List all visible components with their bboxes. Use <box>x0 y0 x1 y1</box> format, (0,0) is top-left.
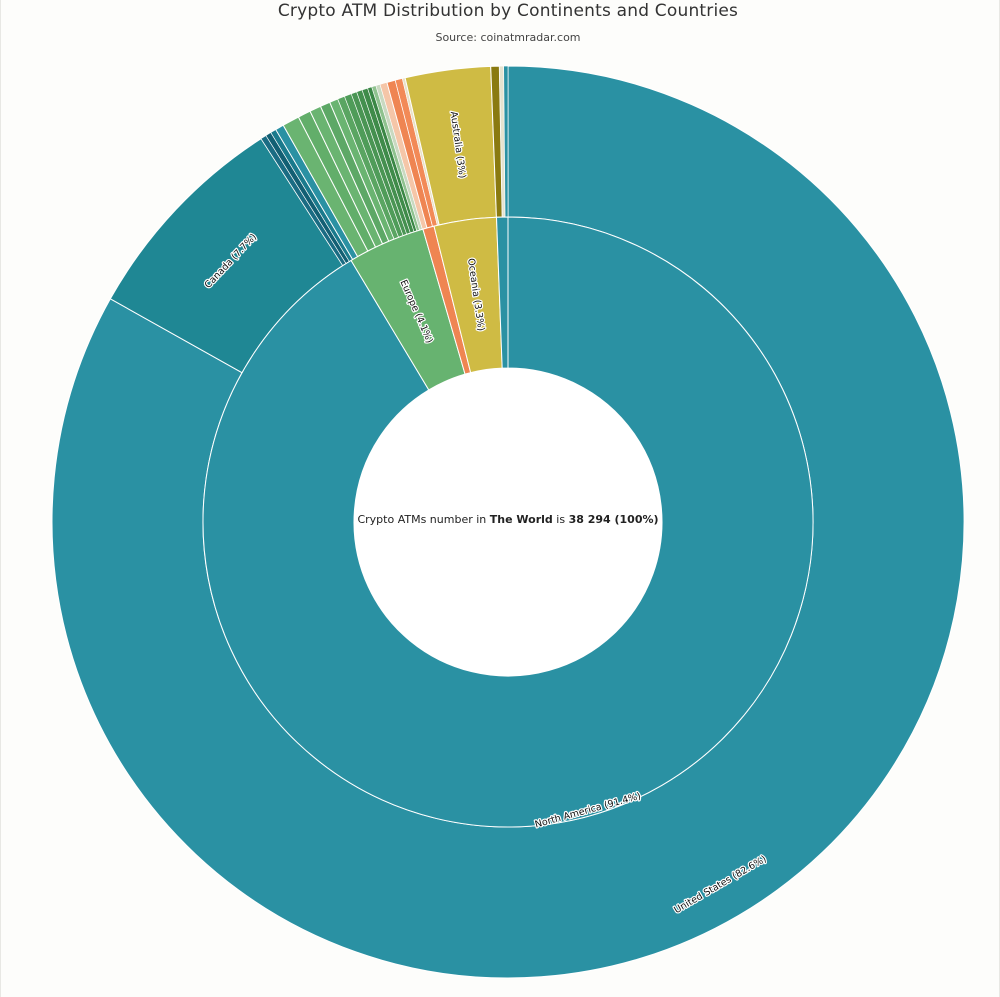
center-summary: Crypto ATMs number in The World is 38 29… <box>357 513 658 526</box>
chart-title: Crypto ATM Distribution by Continents an… <box>278 1 738 21</box>
continent-ring <box>202 216 814 828</box>
chart-subtitle: Source: coinatmradar.com <box>435 31 580 44</box>
country-ring <box>51 65 965 979</box>
center-value: 38 294 (100%) <box>569 513 659 526</box>
center-hole <box>354 368 662 676</box>
center-prefix: Crypto ATMs number in <box>357 513 486 526</box>
center-mid: is <box>556 513 565 526</box>
center-region: The World <box>490 513 553 526</box>
